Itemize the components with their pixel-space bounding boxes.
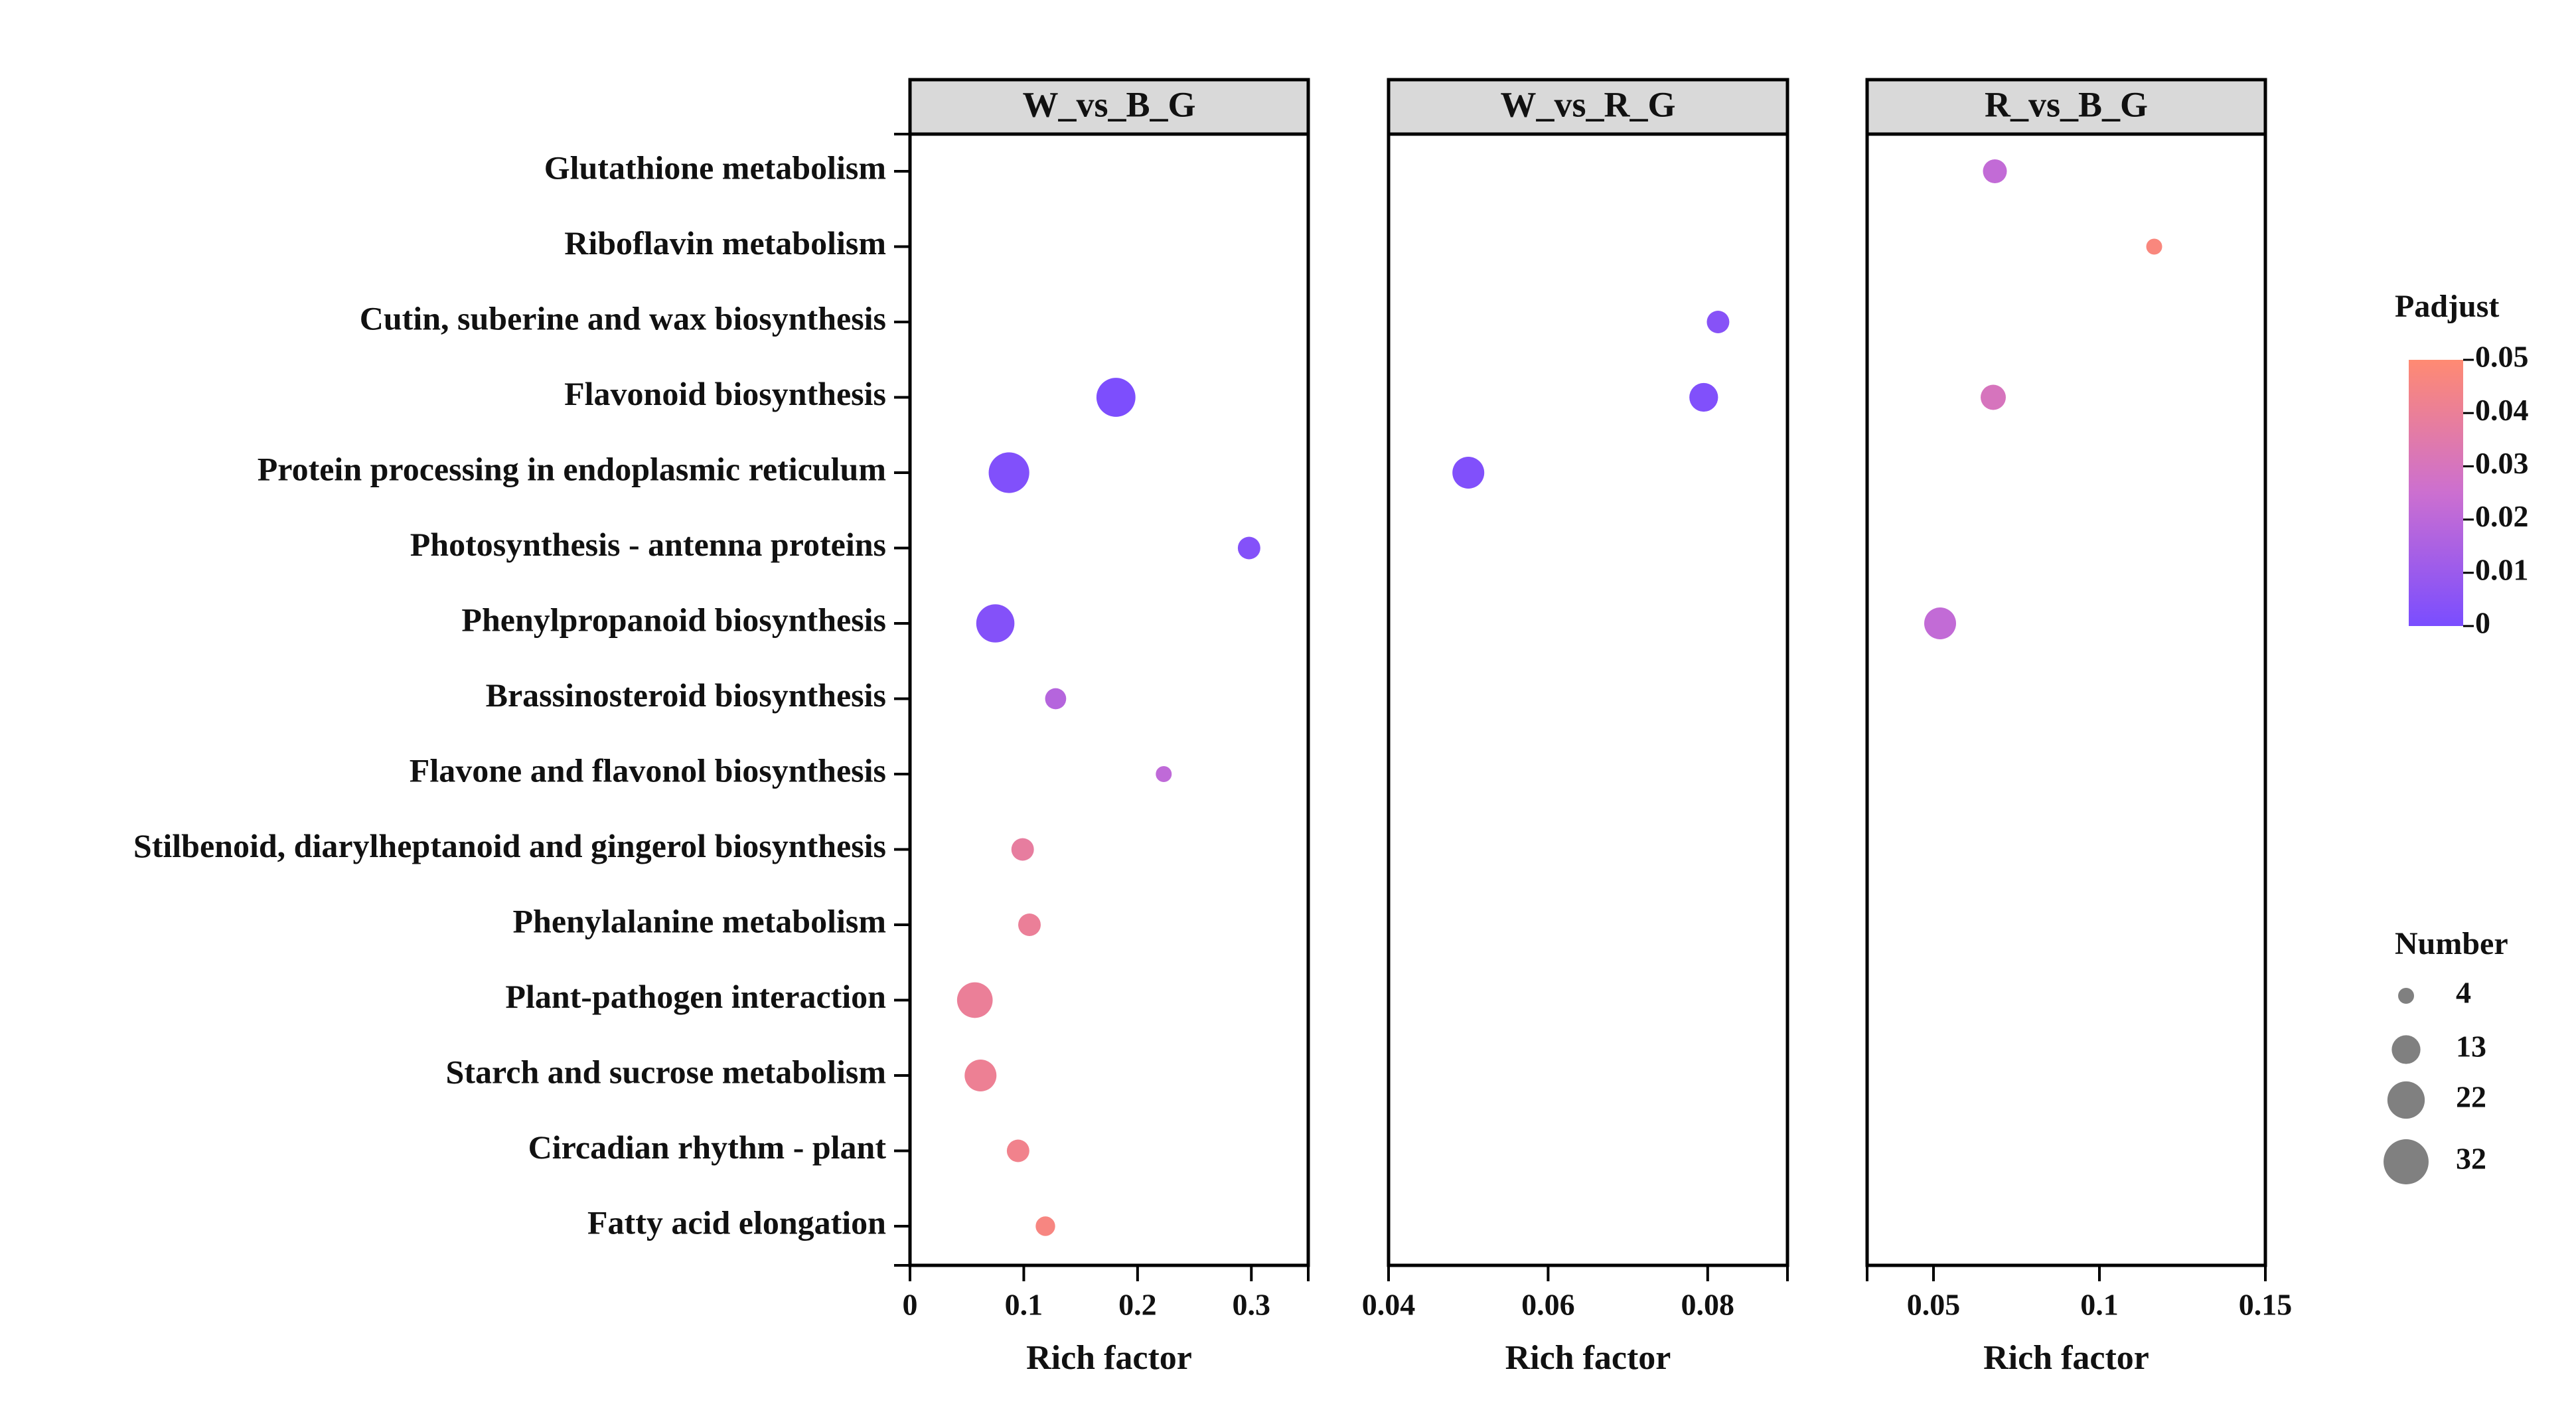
point-phenylpropanoid-biosynthesis <box>976 604 1015 643</box>
point-protein-processing-in-endoplasmic-reticulum <box>988 452 1029 493</box>
panel-frame <box>1865 132 2267 1267</box>
number-legend-circle <box>2398 988 2414 1004</box>
panel-frame <box>908 132 1310 1267</box>
number-legend-label: 13 <box>2456 1030 2486 1064</box>
padjust-tick-label: 0 <box>2475 606 2490 640</box>
number-legend-title: Number <box>2395 926 2508 961</box>
category-label: Brassinosteroid biosynthesis <box>486 676 886 714</box>
panel-title: W_vs_R_G <box>1500 84 1675 124</box>
point-phenylalanine-metabolism <box>1018 913 1041 936</box>
category-label: Circadian rhythm - plant <box>528 1129 887 1166</box>
x-tick-label: 0.1 <box>2080 1288 2119 1322</box>
category-label: Stilbenoid, diarylheptanoid and gingerol… <box>133 827 886 864</box>
panels: W_vs_B_G 0 0.1 0.2 0.3 Rich factor W_vs_R_G 0.0… <box>903 78 2293 1377</box>
padjust-tick-label: 0.04 <box>2475 393 2529 427</box>
point-cutin-suberine-and-wax-biosynthesis <box>1706 311 1730 333</box>
number-legend-circle <box>2391 1035 2421 1064</box>
x-axis-label: Rich factor <box>1505 1339 1671 1377</box>
padjust-tick-label: 0.03 <box>2475 446 2529 480</box>
category-label: Glutathione metabolism <box>544 149 886 186</box>
panel-title: W_vs_B_G <box>1022 84 1195 124</box>
panel-w-vs-b-g: W_vs_B_G 0 0.1 0.2 0.3 Rich factor <box>903 78 1310 1377</box>
x-tick-label: 0 <box>903 1288 918 1322</box>
category-label: Photosynthesis - antenna proteins <box>410 526 886 563</box>
point-flavonoid-biosynthesis <box>1981 384 2006 410</box>
padjust-tick-label: 0.05 <box>2475 340 2529 374</box>
padjust-tick-label: 0.01 <box>2475 552 2529 586</box>
number-legend: Number 4 13 22 32 <box>2384 926 2508 1184</box>
x-tick-label: 0.06 <box>1521 1288 1575 1322</box>
y-axis-labels: Glutathione metabolism Riboflavin metabol… <box>133 133 910 1267</box>
point-starch-and-sucrose-metabolism <box>964 1060 997 1091</box>
category-label: Protein processing in endoplasmic reticu… <box>258 450 886 487</box>
padjust-tick-label: 0.02 <box>2475 499 2529 533</box>
x-tick-label: 0.04 <box>1362 1288 1416 1322</box>
x-tick-label: 0.1 <box>1005 1288 1043 1322</box>
point-glutathione-metabolism <box>1983 159 2007 183</box>
x-tick-label: 0.05 <box>1907 1288 1961 1322</box>
category-label: Flavonoid biosynthesis <box>564 375 886 412</box>
padjust-colorbar <box>2409 360 2463 626</box>
category-label: Phenylalanine metabolism <box>512 902 886 939</box>
panel-header <box>1387 78 1789 136</box>
point-circadian-rhythm-plant <box>1006 1139 1029 1162</box>
category-label: Starch and sucrose metabolism <box>446 1053 886 1090</box>
point-flavone-and-flavonol-biosynthesis <box>1156 766 1172 782</box>
number-legend-label: 4 <box>2456 976 2471 1010</box>
number-legend-label: 32 <box>2456 1142 2486 1176</box>
point-protein-processing-in-endoplasmic-reticulum <box>1452 457 1485 489</box>
point-phenylpropanoid-biosynthesis <box>1924 607 1956 639</box>
point-fatty-acid-elongation <box>1035 1216 1055 1236</box>
panel-title: R_vs_B_G <box>1985 84 2148 124</box>
point-flavonoid-biosynthesis <box>1689 382 1718 412</box>
x-tick-label: 0.2 <box>1118 1288 1157 1322</box>
number-legend-circle <box>2384 1139 2429 1184</box>
point-plant-pathogen-interaction <box>956 982 993 1018</box>
x-axis-label: Rich factor <box>1983 1339 2149 1377</box>
category-label: Fatty acid elongation <box>587 1204 886 1241</box>
number-legend-circle <box>2387 1081 2425 1119</box>
panel-frame <box>1387 132 1789 1267</box>
category-label: Riboflavin metabolism <box>564 224 886 262</box>
x-tick-label: 0.15 <box>2239 1288 2293 1322</box>
category-label: Plant-pathogen interaction <box>505 978 886 1015</box>
panel-w-vs-r-g: W_vs_R_G 0.04 0.06 0.08 Rich factor <box>1362 78 1789 1377</box>
x-tick-label: 0.08 <box>1681 1288 1735 1322</box>
x-axis-label: Rich factor <box>1026 1339 1192 1377</box>
point-brassinosteroid-biosynthesis <box>1045 688 1067 710</box>
category-label: Phenylpropanoid biosynthesis <box>461 601 886 638</box>
x-tick-label: 0.3 <box>1233 1288 1271 1322</box>
panel-r-vs-b-g: R_vs_B_G 0.05 0.1 0.15 Rich factor <box>1865 78 2293 1377</box>
padjust-legend-title: Padjust <box>2395 289 2499 324</box>
point-flavonoid-biosynthesis <box>1096 378 1136 417</box>
category-label: Flavone and flavonol biosynthesis <box>410 752 886 789</box>
point-riboflavin-metabolism <box>2146 238 2162 255</box>
point-stilbenoid-diarylheptanoid-and-gingerol-biosynthesis <box>1011 838 1034 861</box>
category-label: Cutin, suberine and wax biosynthesis <box>360 299 886 337</box>
padjust-legend: Padjust 0.05 0.04 0.03 0.02 0.01 0 <box>2395 289 2529 640</box>
point-photosynthesis-antenna-proteins <box>1237 536 1260 560</box>
number-legend-label: 22 <box>2456 1080 2486 1114</box>
